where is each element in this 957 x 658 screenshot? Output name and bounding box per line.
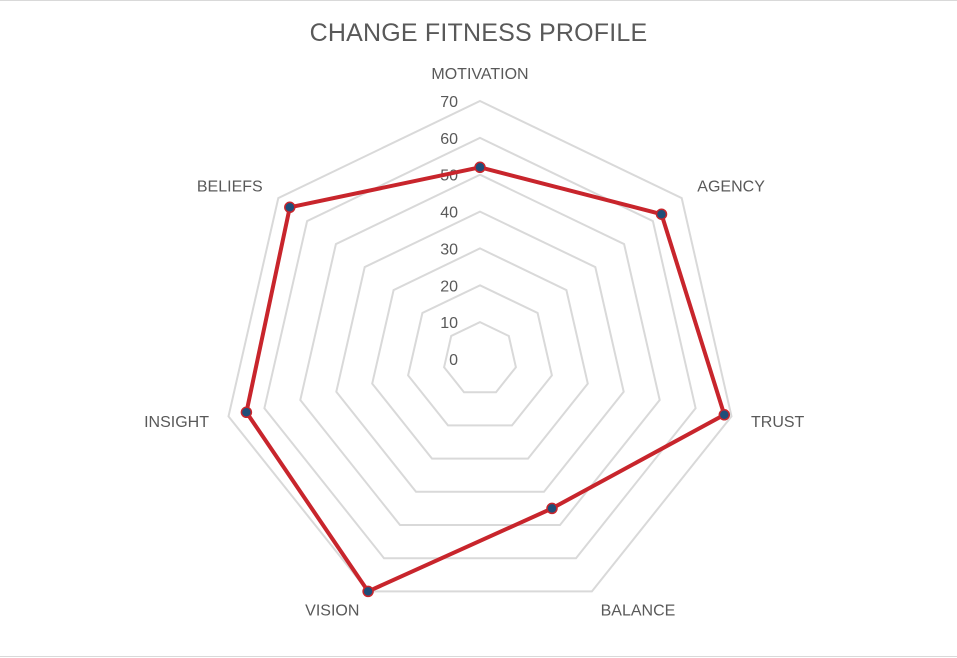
- category-label-agency: AGENCY: [697, 179, 765, 196]
- grid-ring-50: [299, 173, 661, 526]
- tick-label: 70: [440, 94, 458, 111]
- tick-label: 60: [440, 131, 458, 148]
- radar-grid: [227, 99, 733, 593]
- category-label-insight: INSIGHT: [144, 414, 209, 431]
- grid-ring-40: [335, 210, 625, 493]
- category-label-beliefs: BELIEFS: [197, 179, 263, 196]
- category-labels: MOTIVATION AGENCY TRUST BALANCE VISION INSIGH…: [144, 66, 804, 620]
- data-point-insight: [240, 406, 253, 419]
- series-layer: [240, 161, 731, 598]
- tick-label: 20: [440, 278, 458, 295]
- grid-ring-10: [443, 320, 517, 394]
- grid-ring-30: [371, 247, 589, 460]
- data-point-vision: [362, 585, 374, 598]
- data-point-motivation: [474, 161, 486, 174]
- grid-ring-60: [263, 136, 697, 560]
- data-point-beliefs: [284, 201, 296, 214]
- data-point-balance: [546, 502, 558, 515]
- tick-label: 40: [440, 205, 458, 222]
- data-point-agency: [655, 208, 668, 220]
- tick-label: 30: [440, 241, 458, 258]
- data-point-trust: [718, 409, 731, 421]
- grid-ring-20: [407, 284, 553, 427]
- chart-title: CHANGE FITNESS PROFILE: [309, 19, 648, 47]
- series-line: [244, 165, 727, 594]
- tick-label: 10: [440, 315, 458, 332]
- category-label-balance: BALANCE: [601, 603, 676, 620]
- grid-ring-70: [227, 99, 733, 593]
- category-label-motivation: MOTIVATION: [431, 66, 528, 83]
- category-label-trust: TRUST: [751, 414, 805, 431]
- category-label-vision: VISION: [305, 603, 359, 620]
- tick-label: 0: [449, 352, 458, 369]
